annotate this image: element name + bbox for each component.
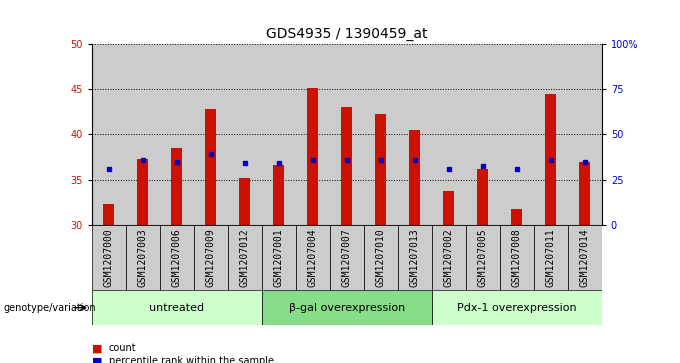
Bar	[511, 209, 522, 225]
Bar	[205, 109, 216, 225]
Text: GSM1207012: GSM1207012	[240, 228, 250, 287]
Bar	[126, 225, 160, 290]
Bar	[432, 290, 602, 325]
Text: GSM1207010: GSM1207010	[376, 228, 386, 287]
Bar	[466, 225, 500, 290]
Bar	[477, 169, 488, 225]
Bar	[364, 44, 398, 225]
Bar	[239, 178, 250, 225]
Bar	[330, 44, 364, 225]
Bar	[432, 225, 466, 290]
Text: GSM1207006: GSM1207006	[172, 228, 182, 287]
Bar	[103, 204, 114, 225]
Bar	[534, 225, 568, 290]
Text: GSM1207005: GSM1207005	[478, 228, 488, 287]
Text: count: count	[109, 343, 137, 354]
Bar	[262, 290, 432, 325]
Bar	[443, 191, 454, 225]
Text: untreated: untreated	[149, 303, 205, 313]
Bar	[171, 148, 182, 225]
Bar	[466, 44, 500, 225]
Text: ■: ■	[92, 343, 106, 354]
Bar	[160, 225, 194, 290]
Bar	[432, 44, 466, 225]
Bar	[160, 44, 194, 225]
Text: β-gal overexpression: β-gal overexpression	[289, 303, 405, 313]
Text: percentile rank within the sample: percentile rank within the sample	[109, 356, 274, 363]
Bar	[126, 44, 160, 225]
Text: GSM1207002: GSM1207002	[444, 228, 454, 287]
Bar	[137, 159, 148, 225]
Text: GSM1207013: GSM1207013	[410, 228, 420, 287]
Bar	[228, 225, 262, 290]
Bar	[194, 44, 228, 225]
Bar	[330, 225, 364, 290]
Bar	[92, 44, 126, 225]
Bar	[341, 107, 352, 225]
Bar	[228, 44, 262, 225]
Text: GSM1207008: GSM1207008	[512, 228, 522, 287]
Text: ■: ■	[92, 356, 106, 363]
Bar	[568, 225, 602, 290]
Bar	[409, 130, 420, 225]
Bar	[545, 94, 556, 225]
Bar	[92, 290, 262, 325]
Text: GSM1207007: GSM1207007	[342, 228, 352, 287]
Bar	[273, 165, 284, 225]
Bar	[500, 44, 534, 225]
Bar	[500, 225, 534, 290]
Bar	[92, 225, 126, 290]
Text: Pdx-1 overexpression: Pdx-1 overexpression	[457, 303, 577, 313]
Bar	[568, 44, 602, 225]
Bar	[194, 225, 228, 290]
Text: GSM1207011: GSM1207011	[546, 228, 556, 287]
Bar	[579, 162, 590, 225]
Bar	[398, 225, 432, 290]
Text: GSM1207003: GSM1207003	[138, 228, 148, 287]
Bar	[307, 88, 318, 225]
Bar	[262, 225, 296, 290]
Bar	[262, 44, 296, 225]
Text: genotype/variation: genotype/variation	[3, 303, 96, 313]
Text: GSM1207000: GSM1207000	[104, 228, 114, 287]
Text: GSM1207014: GSM1207014	[580, 228, 590, 287]
Title: GDS4935 / 1390459_at: GDS4935 / 1390459_at	[266, 27, 428, 41]
Bar	[375, 114, 386, 225]
Text: GSM1207004: GSM1207004	[308, 228, 318, 287]
Text: GSM1207009: GSM1207009	[206, 228, 216, 287]
Bar	[364, 225, 398, 290]
Bar	[296, 44, 330, 225]
Bar	[296, 225, 330, 290]
Bar	[534, 44, 568, 225]
Bar	[398, 44, 432, 225]
Text: GSM1207001: GSM1207001	[274, 228, 284, 287]
